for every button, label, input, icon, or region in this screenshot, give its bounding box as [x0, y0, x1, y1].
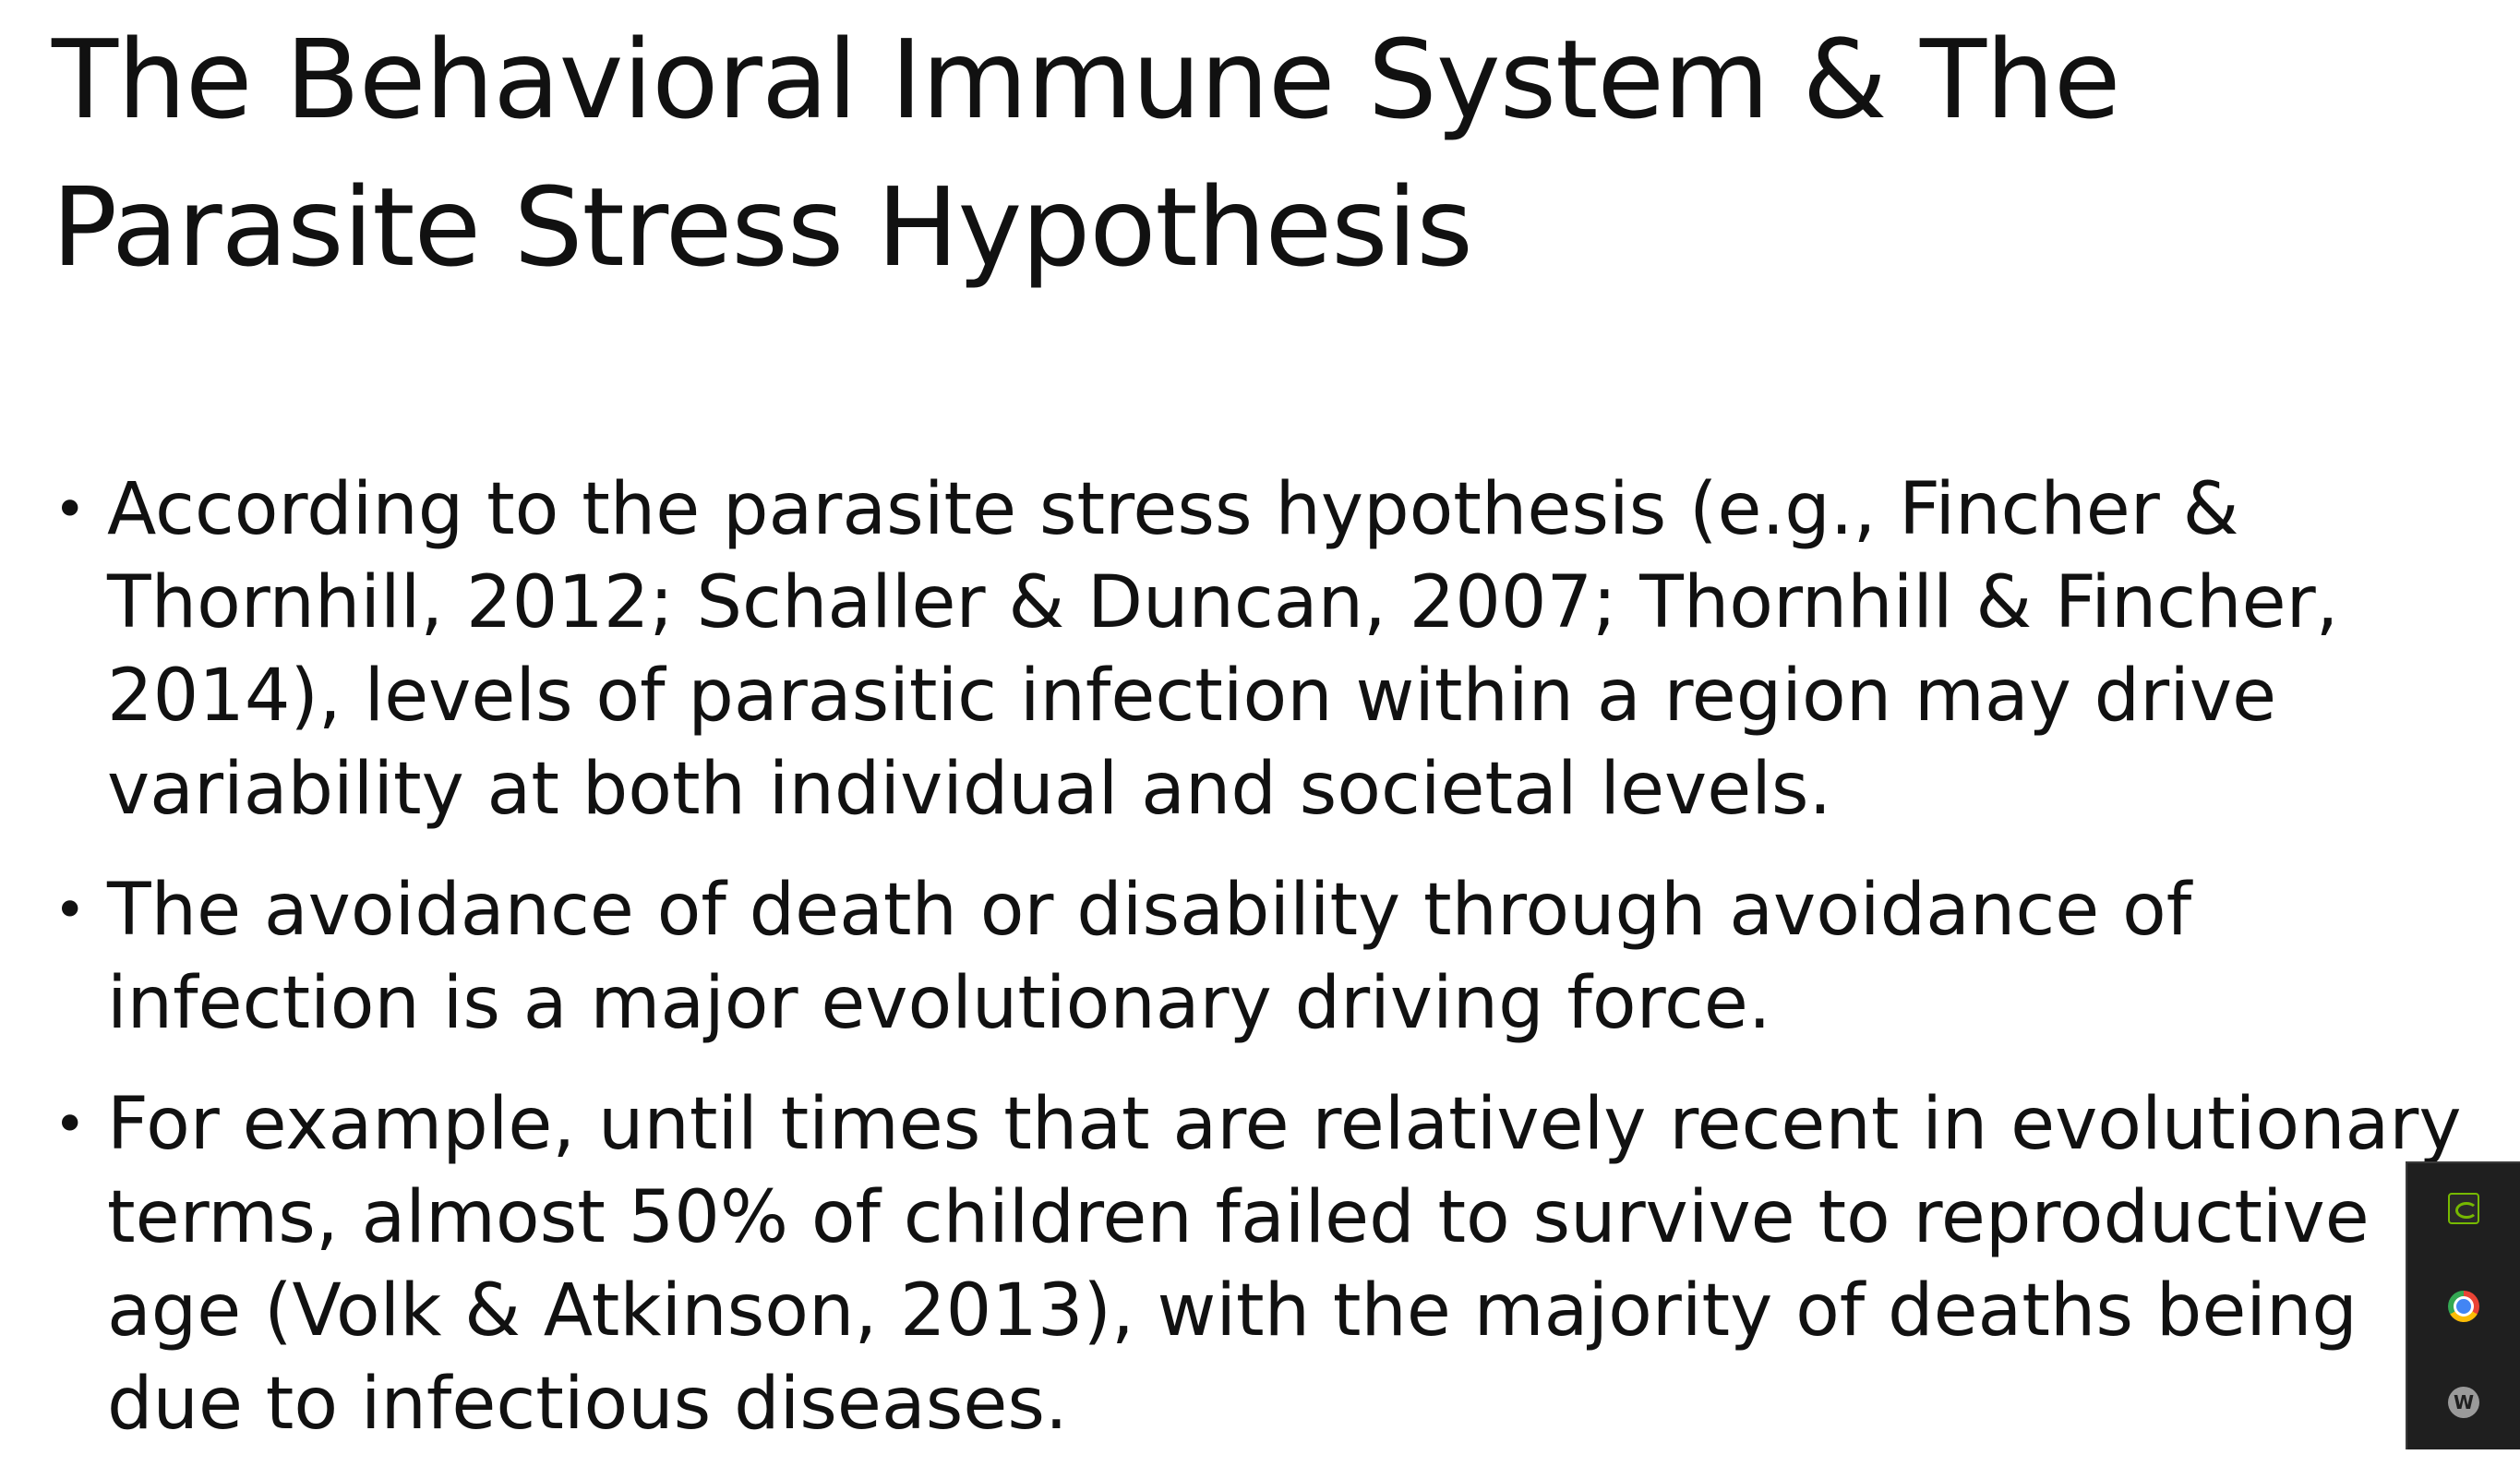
- bullet-marker: •: [54, 477, 87, 542]
- bullet-marker: •: [54, 1092, 87, 1157]
- bullet-text: The avoidance of death or disability thr…: [107, 869, 2192, 1045]
- system-tray-overflow: W: [2406, 1161, 2520, 1449]
- slide: The Behavioral Immune System & The Paras…: [52, 6, 2462, 1446]
- nvidia-icon[interactable]: [2448, 1193, 2479, 1224]
- bullet-text: According to the parasite stress hypothe…: [107, 468, 2339, 831]
- w-icon[interactable]: W: [2448, 1387, 2479, 1418]
- bullet-item-3: • For example, until times that are rela…: [54, 1078, 2490, 1451]
- slide-title-line-2: Parasite Stress Hypothesis: [52, 163, 1473, 291]
- bullet-item-2: • The avoidance of death or disability t…: [54, 864, 2490, 1051]
- slide-title: The Behavioral Immune System & The Paras…: [52, 6, 2415, 301]
- bullet-list: • According to the parasite stress hypot…: [54, 463, 2490, 1479]
- chrome-icon[interactable]: [2448, 1291, 2479, 1322]
- bullet-marker: •: [54, 878, 87, 943]
- bullet-text: For example, until times that are relati…: [107, 1083, 2462, 1446]
- bullet-item-1: • According to the parasite stress hypot…: [54, 463, 2490, 836]
- slide-title-line-1: The Behavioral Immune System & The: [52, 16, 2120, 143]
